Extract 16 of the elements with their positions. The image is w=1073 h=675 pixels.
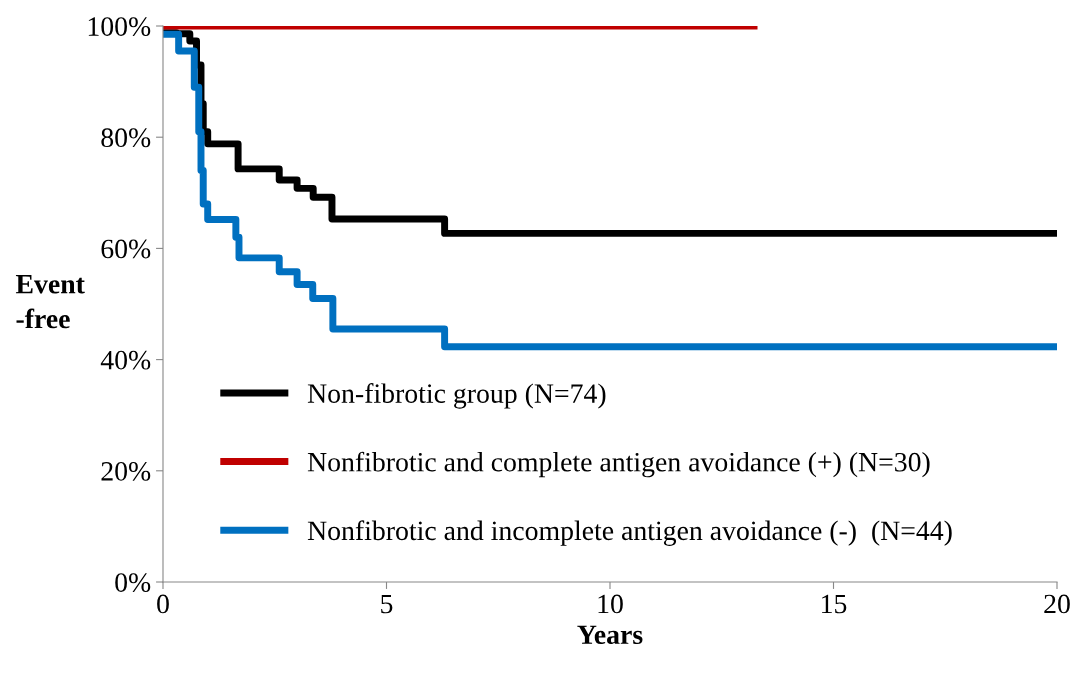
- y-tick-label: 80%: [101, 128, 151, 148]
- y-axis-title: Event -free: [15, 275, 85, 329]
- y-tick-label: 20%: [101, 461, 151, 481]
- legend-label: Nonfibrotic and complete antigen avoidance (+) (N=30): [307, 451, 930, 478]
- x-axis-title: Years: [577, 625, 643, 645]
- x-tick-label: 15: [822, 594, 847, 614]
- y-tick-label: 40%: [100, 350, 151, 370]
- x-tick-label: 0: [157, 594, 169, 614]
- x-tick-label: 10: [598, 594, 623, 614]
- x-tick-label: 20: [1044, 594, 1070, 614]
- y-tick-label: 60%: [101, 239, 151, 259]
- x-tick-label: 5: [381, 594, 393, 614]
- legend-label: Non-fibrotic group (N=74): [307, 383, 606, 409]
- y-tick-label: 0%: [115, 573, 151, 592]
- legend-label: Nonfibrotic and incomplete antigen avoidance (-) (N=44): [307, 520, 952, 546]
- y-tick-label: 100%: [88, 17, 151, 36]
